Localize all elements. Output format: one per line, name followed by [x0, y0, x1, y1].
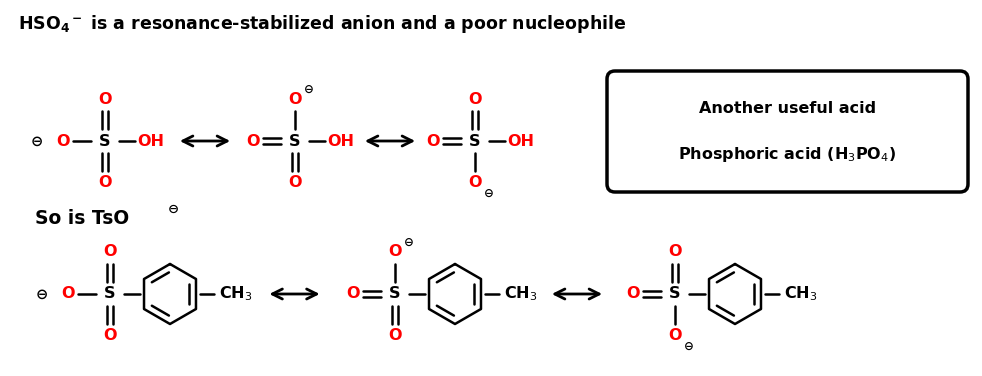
Text: OH: OH	[137, 133, 165, 149]
Text: ⊖: ⊖	[36, 287, 48, 302]
Text: S: S	[389, 287, 401, 302]
Text: So is TsO: So is TsO	[35, 209, 130, 227]
Text: O: O	[468, 91, 482, 106]
Text: O: O	[289, 91, 301, 106]
Text: ⊖: ⊖	[484, 186, 494, 200]
Text: CH$_3$: CH$_3$	[785, 285, 818, 303]
Text: OH: OH	[328, 133, 355, 149]
Text: O: O	[246, 133, 260, 149]
Text: ⊖: ⊖	[168, 203, 179, 215]
Text: O: O	[98, 176, 112, 191]
Text: ⊖: ⊖	[304, 82, 314, 96]
Text: O: O	[98, 91, 112, 106]
Text: S: S	[99, 133, 111, 149]
Text: S: S	[469, 133, 481, 149]
Text: O: O	[627, 287, 639, 302]
Text: $\mathbf{HSO_4}$$\mathbf{^-}$ is a resonance-stabilized anion and a poor nucleop: $\mathbf{HSO_4}$$\mathbf{^-}$ is a reson…	[18, 13, 627, 35]
Text: O: O	[388, 244, 402, 259]
Text: O: O	[426, 133, 440, 149]
Text: O: O	[289, 176, 301, 191]
Text: O: O	[388, 329, 402, 344]
Text: O: O	[56, 133, 70, 149]
Text: O: O	[668, 244, 682, 259]
Text: S: S	[104, 287, 116, 302]
Text: ⊖: ⊖	[684, 340, 694, 353]
Text: O: O	[61, 287, 75, 302]
FancyBboxPatch shape	[607, 71, 968, 192]
Text: O: O	[668, 329, 682, 344]
Text: ⊖: ⊖	[404, 235, 414, 249]
Text: O: O	[103, 329, 117, 344]
Text: OH: OH	[508, 133, 534, 149]
Text: Phosphoric acid (H$_3$PO$_4$): Phosphoric acid (H$_3$PO$_4$)	[679, 145, 897, 164]
Text: O: O	[103, 244, 117, 259]
Text: S: S	[670, 287, 681, 302]
Text: CH$_3$: CH$_3$	[505, 285, 538, 303]
Text: CH$_3$: CH$_3$	[219, 285, 252, 303]
Text: ⊖: ⊖	[30, 133, 43, 149]
Text: O: O	[468, 176, 482, 191]
Text: O: O	[347, 287, 359, 302]
Text: S: S	[290, 133, 300, 149]
Text: Another useful acid: Another useful acid	[699, 101, 876, 116]
